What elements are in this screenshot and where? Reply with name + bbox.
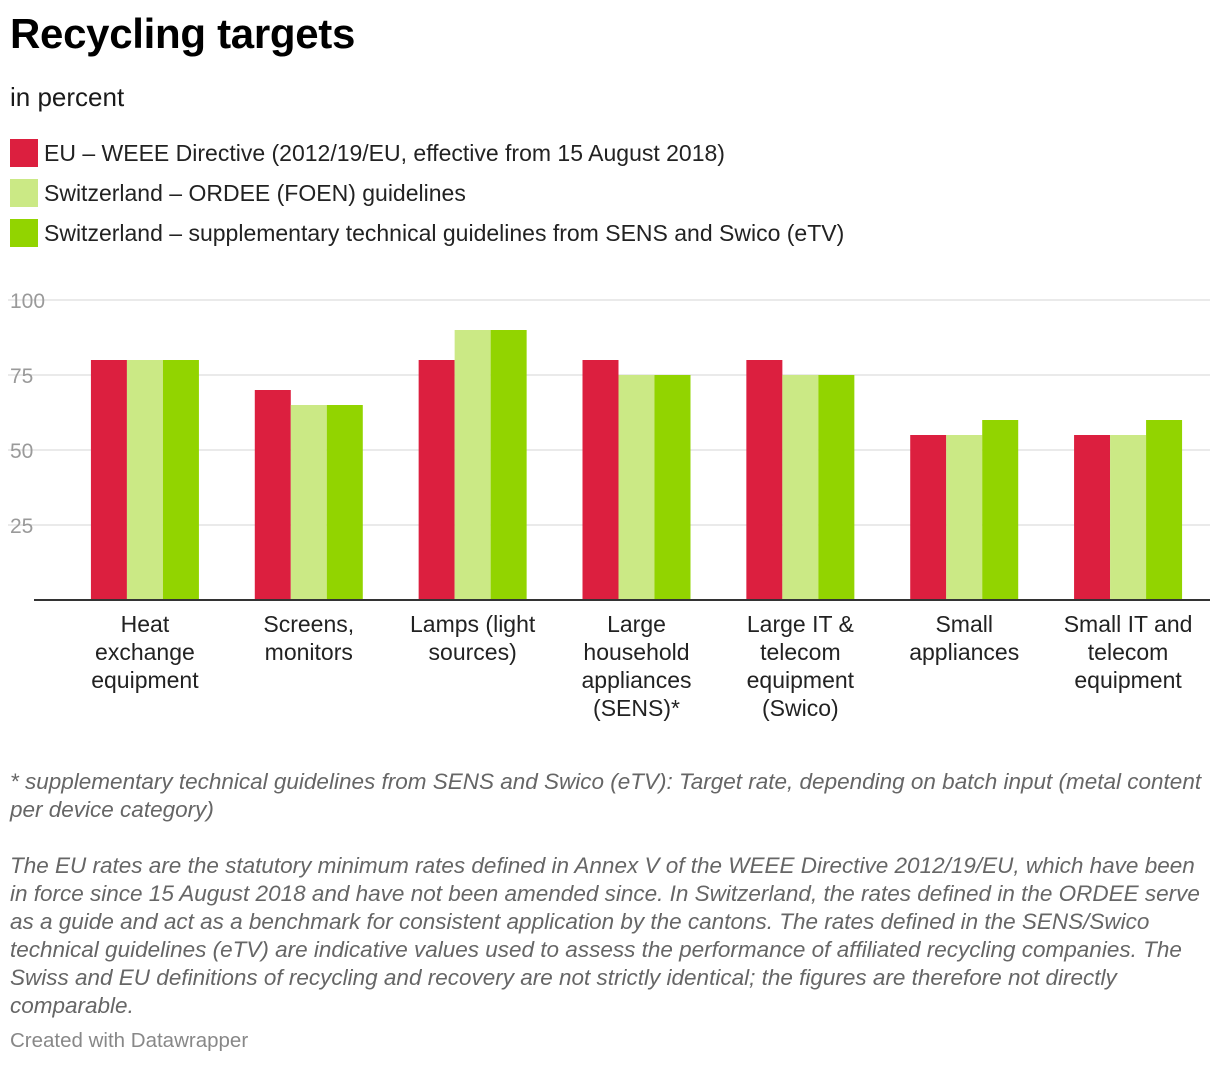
chart-subtitle: in percent	[10, 82, 125, 112]
footnotes: * supplementary technical guidelines fro…	[10, 768, 1210, 1048]
y-tick-label-50: 50	[10, 440, 33, 463]
y-tick-label-25: 25	[10, 515, 33, 538]
bar-3-series-1	[618, 375, 655, 600]
bar-3-series-2	[654, 375, 691, 600]
bar-1-series-1	[290, 405, 327, 600]
x-category-label-1: Screens, monitors	[263, 611, 354, 665]
bar-2-series-1	[454, 330, 491, 600]
x-category-label-5: Small appliances	[909, 611, 1019, 665]
x-category-label-0: Heat exchange equipment	[91, 611, 199, 693]
bar-4-series-1	[782, 375, 819, 600]
x-category-label-3: Large household appliances (SENS)*	[582, 611, 692, 721]
x-category-label-6: Small IT and telecom equipment	[1064, 611, 1193, 693]
y-tick-label-100: 100	[10, 290, 45, 313]
legend-label-eu: EU – WEEE Directive (2012/19/EU, effecti…	[44, 139, 725, 166]
bar-1-series-0	[254, 390, 291, 600]
legend-label-etv: Switzerland – supplementary technical gu…	[44, 219, 845, 246]
chart-title: Recycling targets	[10, 10, 356, 57]
bar-5-series-2	[982, 420, 1019, 600]
bar-0-series-2	[162, 360, 199, 600]
footnote-asterisk: * supplementary technical guidelines fro…	[10, 769, 1202, 822]
bar-4-series-0	[746, 360, 783, 600]
legend-item-ordee: Switzerland – ORDEE (FOEN) guidelines	[10, 173, 844, 213]
bar-2-series-2	[490, 330, 527, 600]
legend-swatch-etv	[10, 219, 38, 247]
credit-line: Created with Datawrapper	[10, 1029, 249, 1052]
legend-swatch-ordee	[10, 179, 38, 207]
footnote-methodology: The EU rates are the statutory minimum r…	[10, 853, 1200, 1018]
bar-0-series-1	[126, 360, 163, 600]
bar-2-series-0	[418, 360, 455, 600]
bar-3-series-0	[582, 360, 619, 600]
bar-6-series-1	[1110, 435, 1147, 600]
bar-5-series-1	[946, 435, 983, 600]
legend: EU – WEEE Directive (2012/19/EU, effecti…	[10, 133, 844, 253]
bar-6-series-2	[1146, 420, 1183, 600]
bar-0-series-0	[90, 360, 127, 600]
bar-6-series-0	[1074, 435, 1111, 600]
legend-item-etv: Switzerland – supplementary technical gu…	[10, 213, 844, 253]
legend-item-eu: EU – WEEE Directive (2012/19/EU, effecti…	[10, 133, 844, 173]
y-tick-label-75: 75	[10, 365, 33, 388]
bar-4-series-2	[818, 375, 855, 600]
legend-label-ordee: Switzerland – ORDEE (FOEN) guidelines	[44, 179, 466, 206]
bar-5-series-0	[910, 435, 947, 600]
bar-1-series-2	[326, 405, 363, 600]
x-category-label-4: Large IT & telecom equipment (Swico)	[747, 611, 855, 721]
legend-swatch-eu	[10, 139, 38, 167]
bar-chart: 25 50 75 100 Heat exchange equipment Screens, mo…	[8, 290, 1210, 721]
x-category-label-2: Lamps (light sources)	[410, 611, 536, 665]
